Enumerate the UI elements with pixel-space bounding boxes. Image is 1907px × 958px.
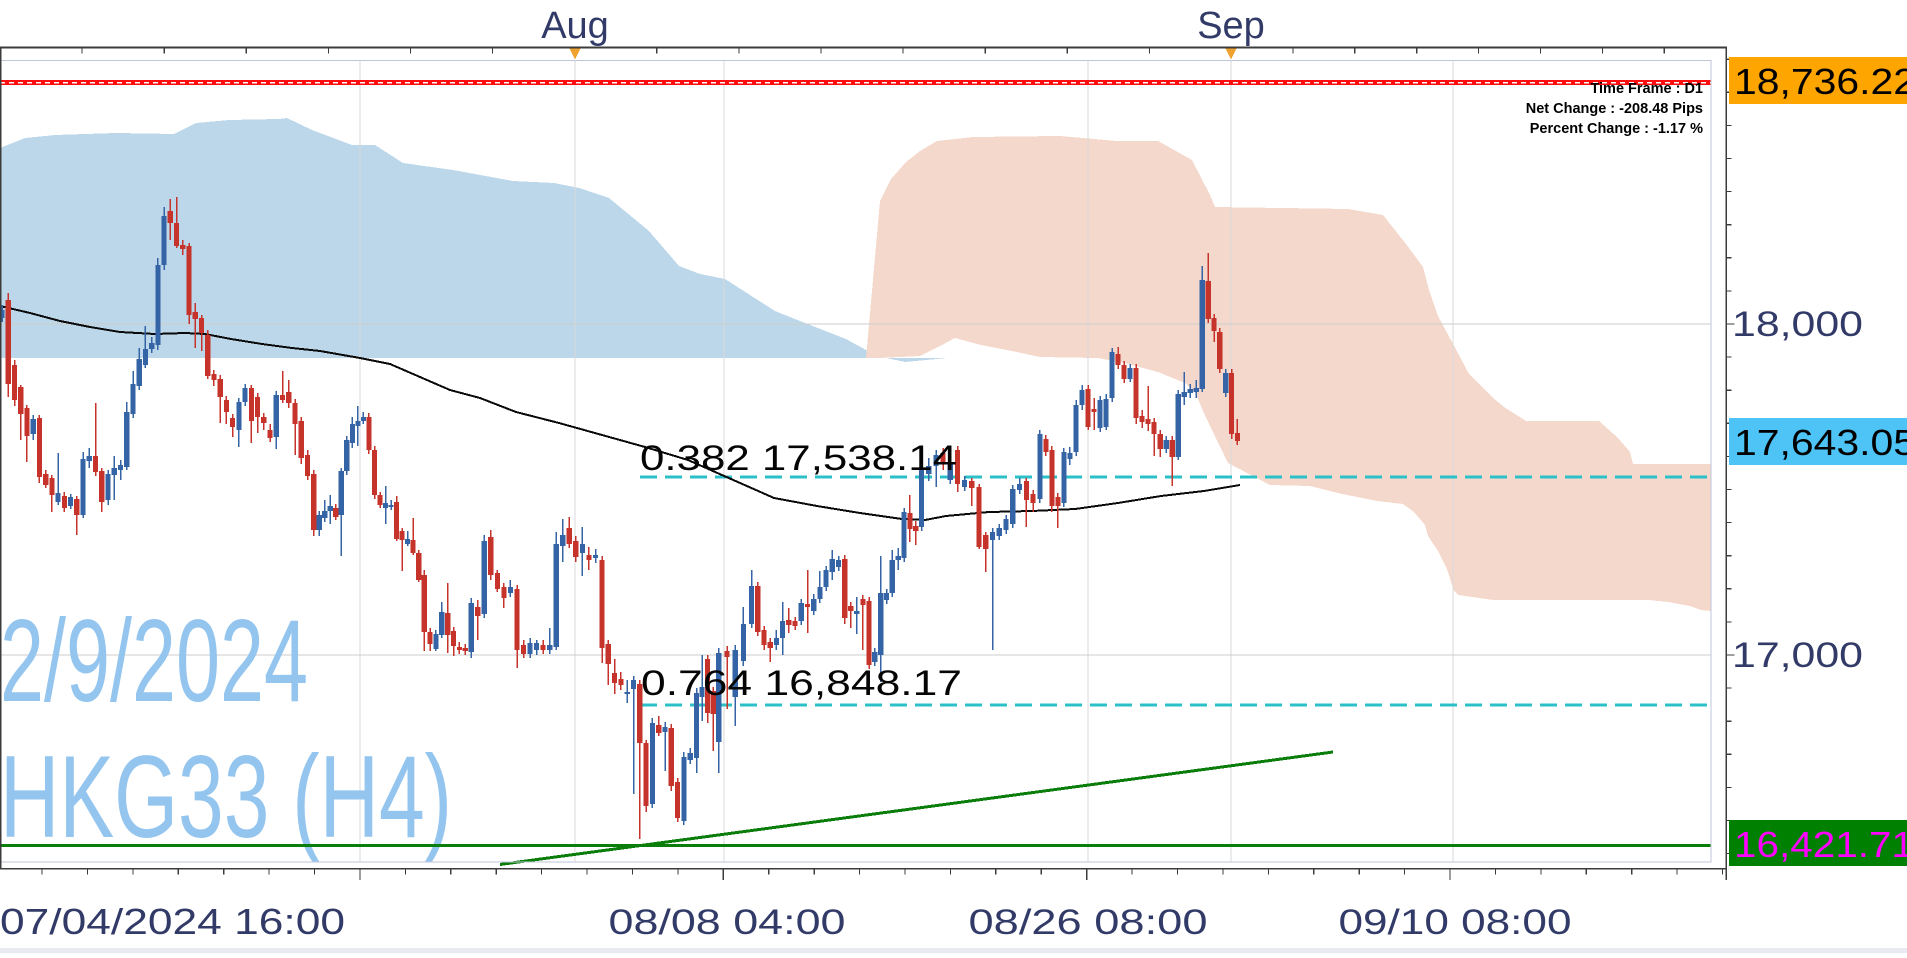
svg-text:HKG33 (H4): HKG33 (H4) bbox=[0, 731, 452, 862]
svg-text:17,000: 17,000 bbox=[1732, 636, 1863, 675]
svg-text:Net Change : -208.48 Pips: Net Change : -208.48 Pips bbox=[1526, 101, 1703, 117]
svg-text:09/10 08:00: 09/10 08:00 bbox=[1339, 903, 1572, 942]
svg-text:Sep: Sep bbox=[1197, 5, 1265, 47]
svg-text:Aug: Aug bbox=[541, 5, 609, 47]
svg-text:08/26 08:00: 08/26 08:00 bbox=[969, 903, 1208, 942]
svg-text:0.382 17,538.14: 0.382 17,538.14 bbox=[640, 439, 957, 478]
svg-text:18,000: 18,000 bbox=[1732, 305, 1863, 344]
svg-text:0.764 16,848.17: 0.764 16,848.17 bbox=[641, 664, 962, 703]
svg-text:07/04/2024 16:00: 07/04/2024 16:00 bbox=[0, 901, 345, 942]
svg-text:17,643.05: 17,643.05 bbox=[1734, 422, 1907, 463]
svg-text:Time Frame : D1: Time Frame : D1 bbox=[1590, 81, 1703, 97]
svg-text:Percent Change : -1.17 %: Percent Change : -1.17 % bbox=[1530, 121, 1703, 137]
svg-text:08/08 04:00: 08/08 04:00 bbox=[609, 903, 846, 942]
svg-text:16,421.71: 16,421.71 bbox=[1734, 824, 1907, 865]
svg-text:2/9/2024: 2/9/2024 bbox=[0, 595, 308, 726]
svg-text:18,736.22: 18,736.22 bbox=[1734, 61, 1907, 102]
